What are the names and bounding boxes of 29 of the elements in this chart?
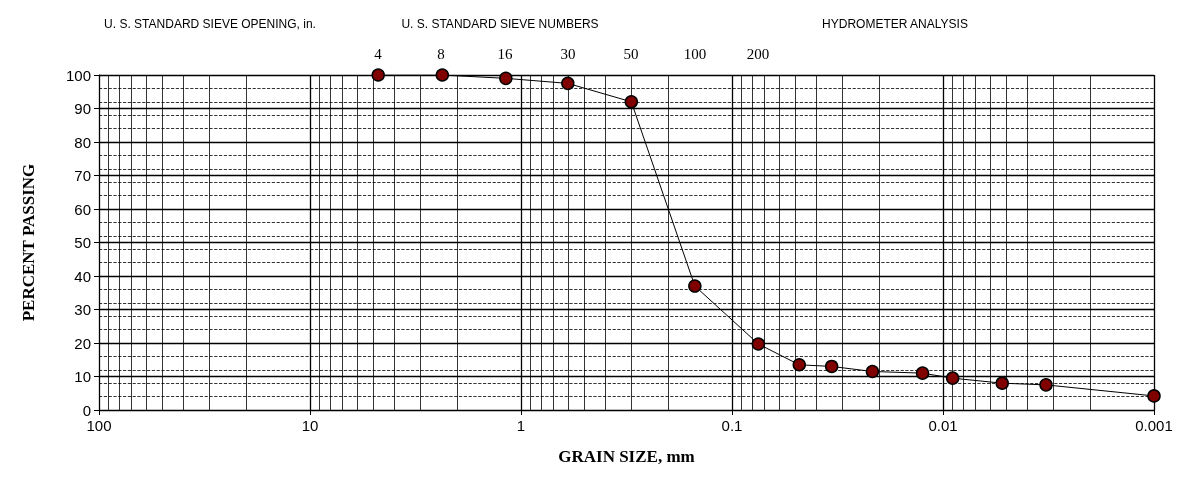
x-tick-label: 0.001 xyxy=(1135,417,1173,434)
y-tick-label: 10 xyxy=(74,368,91,385)
text: 30 xyxy=(560,45,576,62)
text: 8 xyxy=(437,45,445,62)
y-tick-label: 60 xyxy=(74,200,91,218)
text: 50 xyxy=(623,45,639,62)
text: HYDROMETER ANALYSIS xyxy=(822,17,968,31)
y-tick-label: 90 xyxy=(74,100,91,117)
y-tick-label: 0 xyxy=(82,401,91,419)
y-tick-label: 70 xyxy=(74,167,91,184)
y-tick-label: 100 xyxy=(65,66,91,84)
y-tick-label: 50 xyxy=(74,234,91,251)
x-axis-title: GRAIN SIZE, mm xyxy=(558,447,695,466)
x-tick-label: 100 xyxy=(86,417,112,434)
x-tick-label: 10 xyxy=(301,417,319,434)
y-tick-label: 80 xyxy=(74,133,91,151)
x-tick-label: 0.1 xyxy=(721,417,743,434)
y-tick-label: 30 xyxy=(74,301,91,318)
x-tick-label: 0.01 xyxy=(928,417,958,434)
text: U. S. STANDARD SIEVE OPENING, in. xyxy=(104,17,316,31)
y-tick-label: 40 xyxy=(74,267,91,285)
y-axis-title: PERCENT PASSING xyxy=(19,163,38,322)
text: 16 xyxy=(497,45,513,62)
x-tick-label: 1 xyxy=(516,417,526,434)
text: 100 xyxy=(683,45,707,62)
text: U. S. STANDARD SIEVE NUMBERS xyxy=(401,17,599,31)
text: 4 xyxy=(374,45,383,62)
y-tick-label: 20 xyxy=(74,334,91,352)
text: 200 xyxy=(746,45,770,62)
